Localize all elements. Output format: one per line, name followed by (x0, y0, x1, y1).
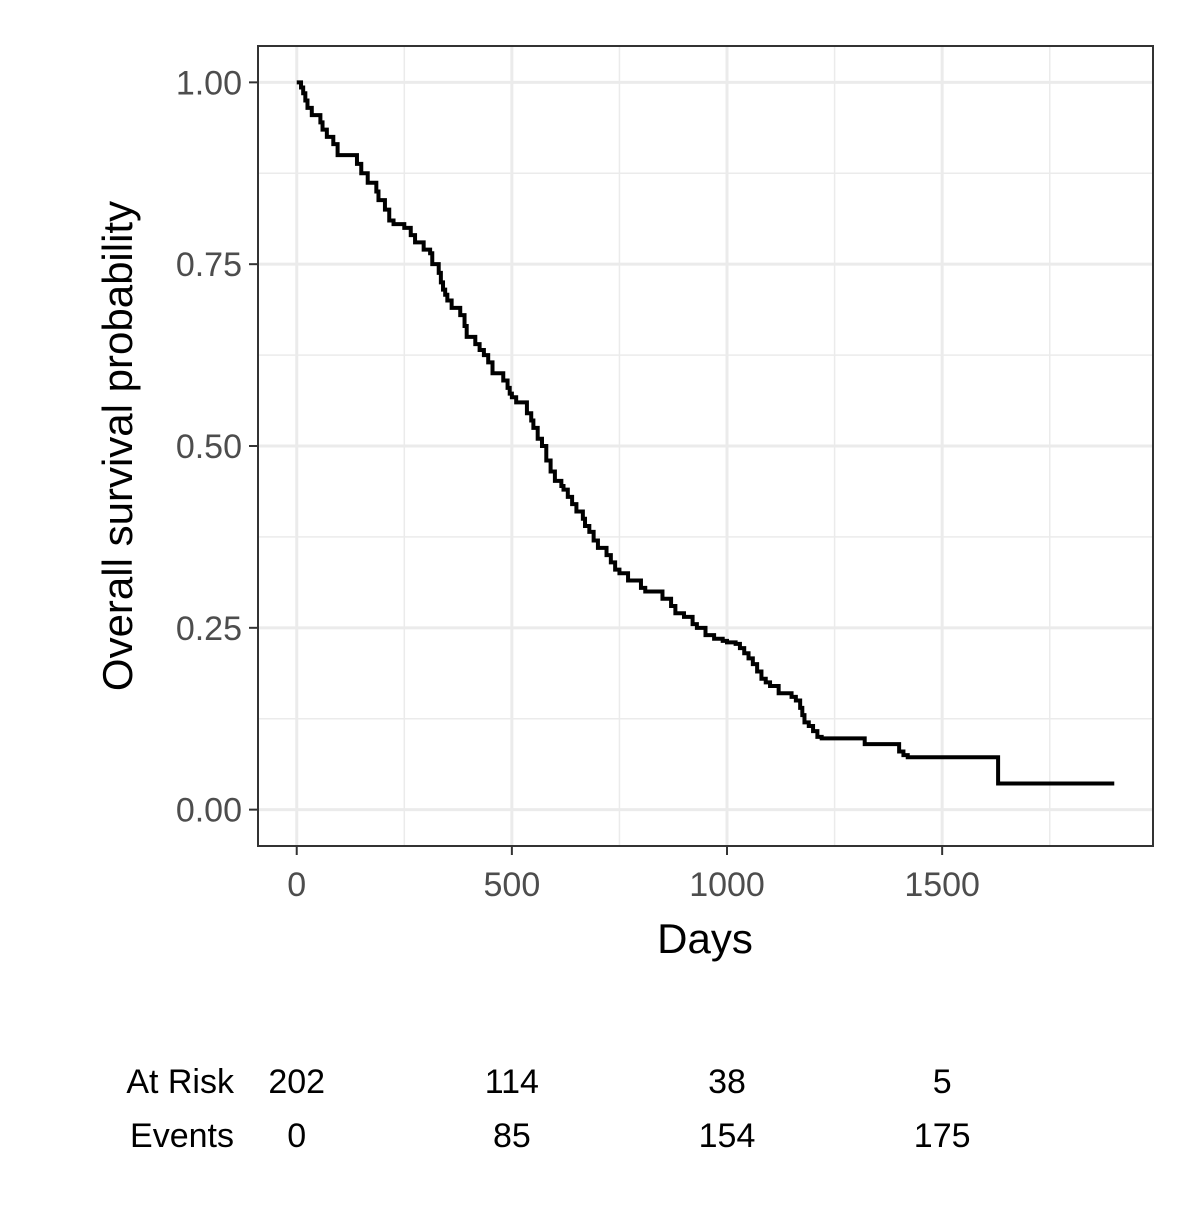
y-tick-label: 0.25 (176, 610, 242, 648)
x-tick-label: 500 (484, 866, 541, 904)
risk-row-value: 175 (914, 1117, 971, 1155)
risk-row-value: 154 (699, 1117, 756, 1155)
x-axis: 0 500 1000 1500 (287, 846, 980, 904)
y-tick-label: 0.00 (176, 792, 242, 830)
risk-row-value: 38 (708, 1063, 746, 1101)
risk-row-value: 114 (485, 1063, 539, 1101)
risk-row-value: 5 (933, 1063, 952, 1101)
x-axis-title: Days (657, 915, 753, 962)
y-axis: 0.00 0.25 0.50 0.75 1.00 (176, 64, 258, 830)
gridlines (258, 46, 1153, 846)
x-tick-label: 1000 (689, 866, 765, 904)
survival-curve (296, 80, 1115, 786)
x-tick-label: 0 (287, 866, 306, 904)
risk-row-label: Events (130, 1117, 234, 1155)
risk-row-value: 85 (493, 1117, 531, 1155)
y-tick-label: 0.75 (176, 246, 242, 284)
y-tick-label: 0.50 (176, 428, 242, 466)
risk-row-value: 0 (287, 1117, 306, 1155)
x-tick-label: 1500 (904, 866, 980, 904)
risk-table: At Risk 202 114 38 5 Events 0 85 154 175 (126, 1063, 970, 1155)
y-axis-title: Overall survival probability (94, 201, 141, 691)
y-tick-label: 1.00 (176, 64, 242, 102)
risk-row-label: At Risk (126, 1063, 235, 1101)
risk-row-value: 202 (268, 1063, 325, 1101)
